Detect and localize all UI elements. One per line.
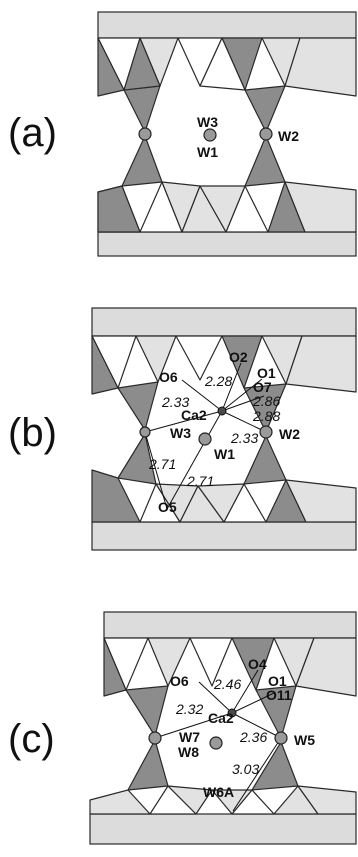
ca2-atom [227,708,237,718]
site-label-o5: O5 [158,499,177,515]
ca2-atom [217,406,227,416]
site-label-o2: O2 [229,349,248,365]
w3-w1-atom [203,128,217,142]
bond-lines [154,669,282,812]
site-label-w1: W1 [197,144,218,160]
site-label-w6a: W6A [203,784,234,800]
site-label-o1: O1 [257,365,276,381]
top-tetrahedral-chain [97,11,357,133]
distance-label: 2.33 [230,430,258,446]
distance-label: 2.28 [204,373,232,389]
site-label-w5: W5 [294,732,315,748]
site-label-w2: W2 [279,426,300,442]
distance-label: 2.86 [252,393,280,409]
site-label-ca2: Ca2 [181,407,207,423]
distance-label: 2.32 [175,701,203,717]
site-label-w2: W2 [278,128,299,144]
distance-label: 2.36 [239,729,267,745]
w2-atom [259,425,273,439]
site-label-ca2: Ca2 [208,710,234,726]
distance-label: 2.46 [213,676,241,692]
site-label-w3: W3 [170,425,191,441]
site-label-o7: O7 [253,379,272,395]
site-label-o1: O1 [268,673,287,689]
distance-label: 2.71 [148,456,176,472]
w3-w1-atom [198,432,212,446]
panel-b: (b) O2 O1 O7 O6 Ca2 W3 W1 W2 O5 2.28 2.8… [8,307,357,551]
site-label-o4: O4 [248,656,267,672]
panel-a: (a) W3 W1 W2 [8,11,357,257]
panel-label: (b) [8,411,57,455]
site-label-w3: W3 [197,114,218,130]
o6-atom-left [148,731,162,745]
top-tetrahedral-chain [103,611,357,739]
w2-atom [259,127,273,141]
panel-c: (c) O4 O1 O11 O6 Ca2 W7 W8 W5 W6A 2.46 2… [8,611,357,845]
distance-label: 2.33 [161,394,189,410]
site-label-o6: O6 [170,673,189,689]
site-label-w1: W1 [214,446,235,462]
o6-atom-left [139,426,151,438]
site-label-w8: W8 [178,744,199,760]
distance-label: 3.03 [232,761,259,777]
bottom-tetrahedral-chain [97,135,357,257]
site-label-o11: O11 [266,687,292,703]
top-tetrahedral-chain [91,307,357,433]
panel-label: (a) [8,111,57,155]
bottom-tetrahedral-chain [89,739,357,845]
bond-lines [144,362,267,510]
w5-atom [274,731,288,745]
distance-label: 2.88 [252,408,280,424]
panel-label: (c) [8,717,55,761]
bottom-tetrahedral-chain [91,433,357,551]
distance-label: 2.71 [186,473,214,489]
site-label-o6: O6 [159,369,178,385]
w7-w8-atom [209,736,223,750]
site-label-w7: W7 [179,729,200,745]
ca-atom-left [138,127,152,141]
